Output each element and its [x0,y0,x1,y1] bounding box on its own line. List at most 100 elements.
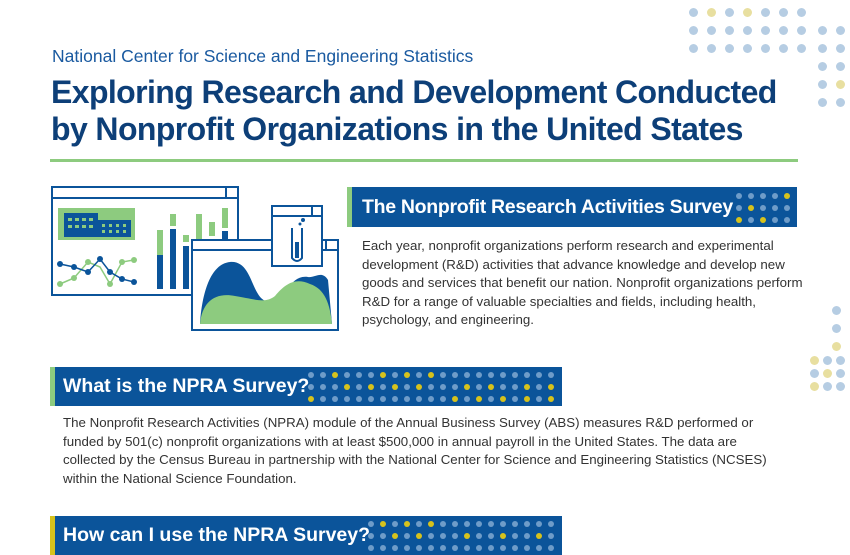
dot [404,396,410,402]
dot [725,26,734,35]
dot [548,521,554,527]
dot [404,533,410,539]
dot [380,384,386,390]
dot [548,384,554,390]
dot [464,384,470,390]
dot [818,98,827,107]
dot [452,384,458,390]
dot [784,205,790,211]
test-tube-icon [271,205,323,267]
dot [524,533,530,539]
dot [368,396,374,402]
dot [452,521,458,527]
dot [524,545,530,551]
dot [548,545,554,551]
dot [836,356,845,365]
dot [748,205,754,211]
page-title: Exploring Research and Development Condu… [51,74,777,148]
dot [344,384,350,390]
dot [392,521,398,527]
dot [416,372,422,378]
dot [836,62,845,71]
dot [428,521,434,527]
dot [725,44,734,53]
dot [689,26,698,35]
dot [760,193,766,199]
dot [416,384,422,390]
dot [440,545,446,551]
dot [736,205,742,211]
dot [476,521,482,527]
dot [524,396,530,402]
dot [524,372,530,378]
dot [308,396,314,402]
dot [464,396,470,402]
dot [548,372,554,378]
dot [736,217,742,223]
dot [818,26,827,35]
dot [392,545,398,551]
dot [761,26,770,35]
dot [818,80,827,89]
dot [689,8,698,17]
dot [320,372,326,378]
dot [810,369,819,378]
dot [760,205,766,211]
title-line-2: by Nonprofit Organizations in the United… [51,111,743,147]
decorative-dots [365,518,557,554]
research-illustration [51,186,339,331]
dot [308,384,314,390]
decorative-dots [305,369,557,405]
dot [512,545,518,551]
dot [368,545,374,551]
dot [836,382,845,391]
dot [332,396,338,402]
heading-accent [347,187,352,227]
dot [452,545,458,551]
dot [832,342,841,351]
dot [440,384,446,390]
dot [392,372,398,378]
dot [368,372,374,378]
section-heading-text: What is the NPRA Survey? [63,375,310,397]
dot [836,26,845,35]
dot [797,8,806,17]
dot [500,521,506,527]
dot [784,217,790,223]
dot [368,521,374,527]
dot [428,545,434,551]
dot [404,384,410,390]
dot [368,533,374,539]
dot [748,193,754,199]
dot [536,372,542,378]
dot [760,217,766,223]
dot [548,533,554,539]
dot [512,521,518,527]
dot [380,372,386,378]
dot [725,8,734,17]
dot [743,8,752,17]
dot [779,26,788,35]
section-heading-text: The Nonprofit Research Activities Survey [362,195,733,218]
dot [440,533,446,539]
dot [488,372,494,378]
dot [707,44,716,53]
dot [524,384,530,390]
dot [536,384,542,390]
dot [689,44,698,53]
dot [356,384,362,390]
dot [779,8,788,17]
dot [772,193,778,199]
dot [488,396,494,402]
heading-accent [50,367,55,406]
dot [380,521,386,527]
dot [536,521,542,527]
dot [810,356,819,365]
decorative-dots [733,190,793,226]
dot [320,384,326,390]
dot [476,396,482,402]
dot [707,8,716,17]
section-heading-nonprofit-survey: The Nonprofit Research Activities Survey [347,187,797,227]
dot [344,372,350,378]
title-divider [50,159,798,162]
